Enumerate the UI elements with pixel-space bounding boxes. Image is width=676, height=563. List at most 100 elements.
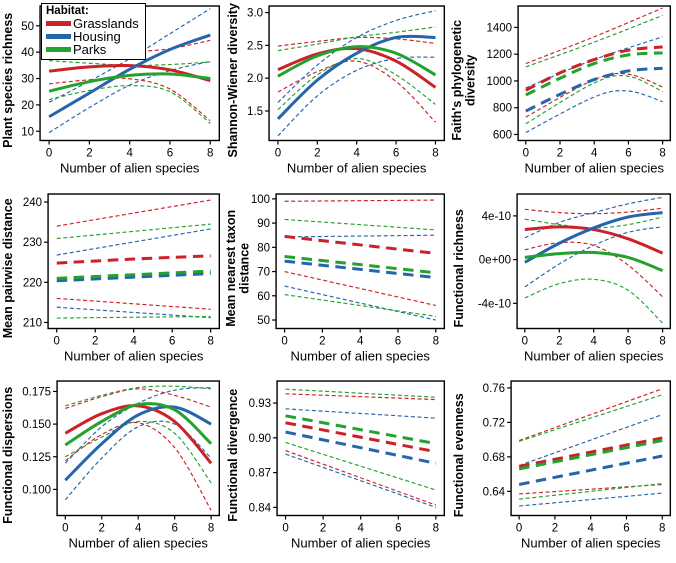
- y-tick-label: 210: [23, 317, 42, 329]
- curves-group: [523, 196, 663, 324]
- panel-functional-divergence: 0 2 4 6 8 0.84 0.87 0.90 0.93 Number of alien spe…: [226, 380, 446, 551]
- y-tick-label: 100: [251, 194, 270, 206]
- ci-line-housing-lower: [518, 492, 662, 507]
- x-tick-label: 6: [393, 148, 399, 160]
- series-line-grasslands: [524, 224, 663, 255]
- x-tick-label: 2: [99, 523, 105, 535]
- series-line-grasslands: [524, 45, 663, 92]
- y-tick-label: 40: [21, 47, 34, 59]
- curves-group: [56, 199, 211, 319]
- x-tick-label: 0: [283, 523, 289, 535]
- y-axis-label: diversity: [463, 54, 477, 106]
- plot-box: [275, 192, 446, 329]
- legend-label: Parks: [73, 42, 107, 58]
- y-tick-label: -4e-10: [477, 298, 510, 310]
- series-line-housing: [48, 33, 211, 119]
- y-tick-label: 10: [21, 126, 34, 138]
- x-tick-label: 6: [623, 523, 629, 535]
- ci-line-housing-upper: [518, 414, 663, 467]
- y-tick-label: 1000: [486, 76, 512, 88]
- y-tick-label: 30: [21, 74, 34, 86]
- x-axis-label: Number of alien species: [60, 161, 200, 176]
- x-tick-label: 2: [556, 148, 562, 160]
- y-axis-ticks: 10 20 30 40 50: [21, 21, 41, 138]
- plot-box: [56, 380, 221, 517]
- y-tick-label: 800: [493, 103, 512, 115]
- x-tick-label: 4: [358, 523, 365, 535]
- x-axis-ticks: 0 2 4 6 8: [283, 515, 439, 535]
- y-tick-label: 230: [23, 237, 42, 249]
- x-axis-ticks: 0 2 4 6 8: [54, 328, 214, 347]
- y-axis-label: Functional divergence: [226, 389, 240, 522]
- x-tick-label: 4: [357, 335, 364, 347]
- series-line-grasslands: [518, 436, 663, 469]
- ci-line-parks-upper: [518, 394, 663, 443]
- y-tick-label: 2.0: [247, 73, 263, 85]
- x-axis-ticks: 0 2 4 6 8: [282, 328, 439, 347]
- panel-cell-mean-nearest-taxon-distance: 0 2 4 6 8 50 60 70 80 90 100 Number of alien specie…: [225, 188, 450, 376]
- ci-line-grasslands-upper: [518, 388, 663, 442]
- series-line-housing: [56, 271, 211, 282]
- x-axis-ticks: 0 2 4 6 8: [516, 515, 665, 535]
- panel-cell-functional-dispersions: 0 2 4 6 8 0.100 0.125 0.150 0.175 Number of alien…: [0, 375, 225, 563]
- panel-mean-pairwise-distance: 0 2 4 6 8 210 220 230 240 Number of alien species…: [1, 192, 221, 363]
- curves-group: [64, 385, 213, 511]
- ci-line-housing-lower: [56, 306, 211, 318]
- y-tick-label: 0.64: [482, 487, 505, 499]
- x-axis-label: Number of alien species: [524, 161, 664, 176]
- x-axis-ticks: 0 2 4 6 8: [46, 140, 213, 160]
- y-axis-ticks: 1.5 2.0 2.5 3.0: [247, 8, 270, 118]
- series-line-housing: [64, 405, 212, 482]
- legend-title: Habitat:: [46, 5, 89, 17]
- y-tick-label: 2.5: [247, 40, 263, 52]
- ci-line-grasslands-upper: [56, 199, 211, 227]
- series-line-parks: [277, 45, 437, 78]
- x-tick-label: 8: [207, 335, 213, 347]
- ci-line-grasslands-lower: [277, 60, 437, 123]
- x-tick-label: 8: [433, 148, 439, 160]
- panel-functional-evenness: 0 2 4 6 8 0.64 0.68 0.72 0.76 Number of alien spe…: [452, 380, 671, 551]
- series-line-parks: [524, 51, 663, 97]
- ci-line-grasslands-upper: [524, 207, 663, 214]
- x-axis-label: Number of alien species: [291, 536, 431, 551]
- y-axis-label: Mean nearest taxon: [225, 209, 238, 326]
- x-tick-label: 6: [625, 148, 631, 160]
- x-axis-label: Number of alien species: [291, 348, 431, 363]
- ci-line-parks-lower: [65, 421, 212, 484]
- ci-line-housing-lower: [64, 420, 212, 501]
- ci-line-grasslands-lower: [64, 422, 212, 511]
- x-tick-label: 6: [395, 335, 401, 347]
- x-axis-ticks: 0 2 4 6 8: [522, 140, 665, 160]
- x-axis-label: Number of alien species: [64, 348, 204, 363]
- x-tick-label: 0: [62, 523, 68, 535]
- y-tick-label: 0.87: [249, 468, 271, 480]
- plot-box: [510, 380, 671, 517]
- x-tick-label: 0: [54, 335, 60, 347]
- series-line-housing: [523, 210, 663, 264]
- ci-line-housing-upper: [277, 10, 436, 103]
- y-tick-label: 220: [23, 277, 42, 289]
- x-tick-label: 2: [551, 523, 557, 535]
- x-axis-label: Number of alien species: [524, 348, 664, 363]
- x-tick-label: 6: [171, 523, 177, 535]
- x-tick-label: 0: [521, 335, 527, 347]
- ci-line-housing-lower: [285, 453, 437, 509]
- ci-line-housing-upper: [284, 234, 437, 238]
- x-tick-label: 4: [130, 335, 137, 347]
- legend-swatch-parks: [46, 47, 71, 52]
- ci-line-parks-lower: [284, 293, 437, 317]
- x-axis-label: Number of alien species: [68, 536, 208, 551]
- x-tick-label: 4: [591, 148, 598, 160]
- x-tick-label: 8: [207, 148, 213, 160]
- panel-cell-functional-divergence: 0 2 4 6 8 0.84 0.87 0.90 0.93 Number of alien spe…: [225, 375, 450, 563]
- x-tick-label: 8: [659, 335, 665, 347]
- x-tick-label: 8: [433, 335, 439, 347]
- ci-line-grasslands-upper: [65, 388, 212, 410]
- ci-line-parks-lower: [48, 85, 211, 124]
- x-axis-label: Number of alien species: [287, 161, 427, 176]
- ci-line-housing-upper: [285, 408, 437, 420]
- y-tick-label: 240: [23, 197, 42, 209]
- series-line-parks: [284, 254, 437, 274]
- x-tick-label: 4: [590, 335, 597, 347]
